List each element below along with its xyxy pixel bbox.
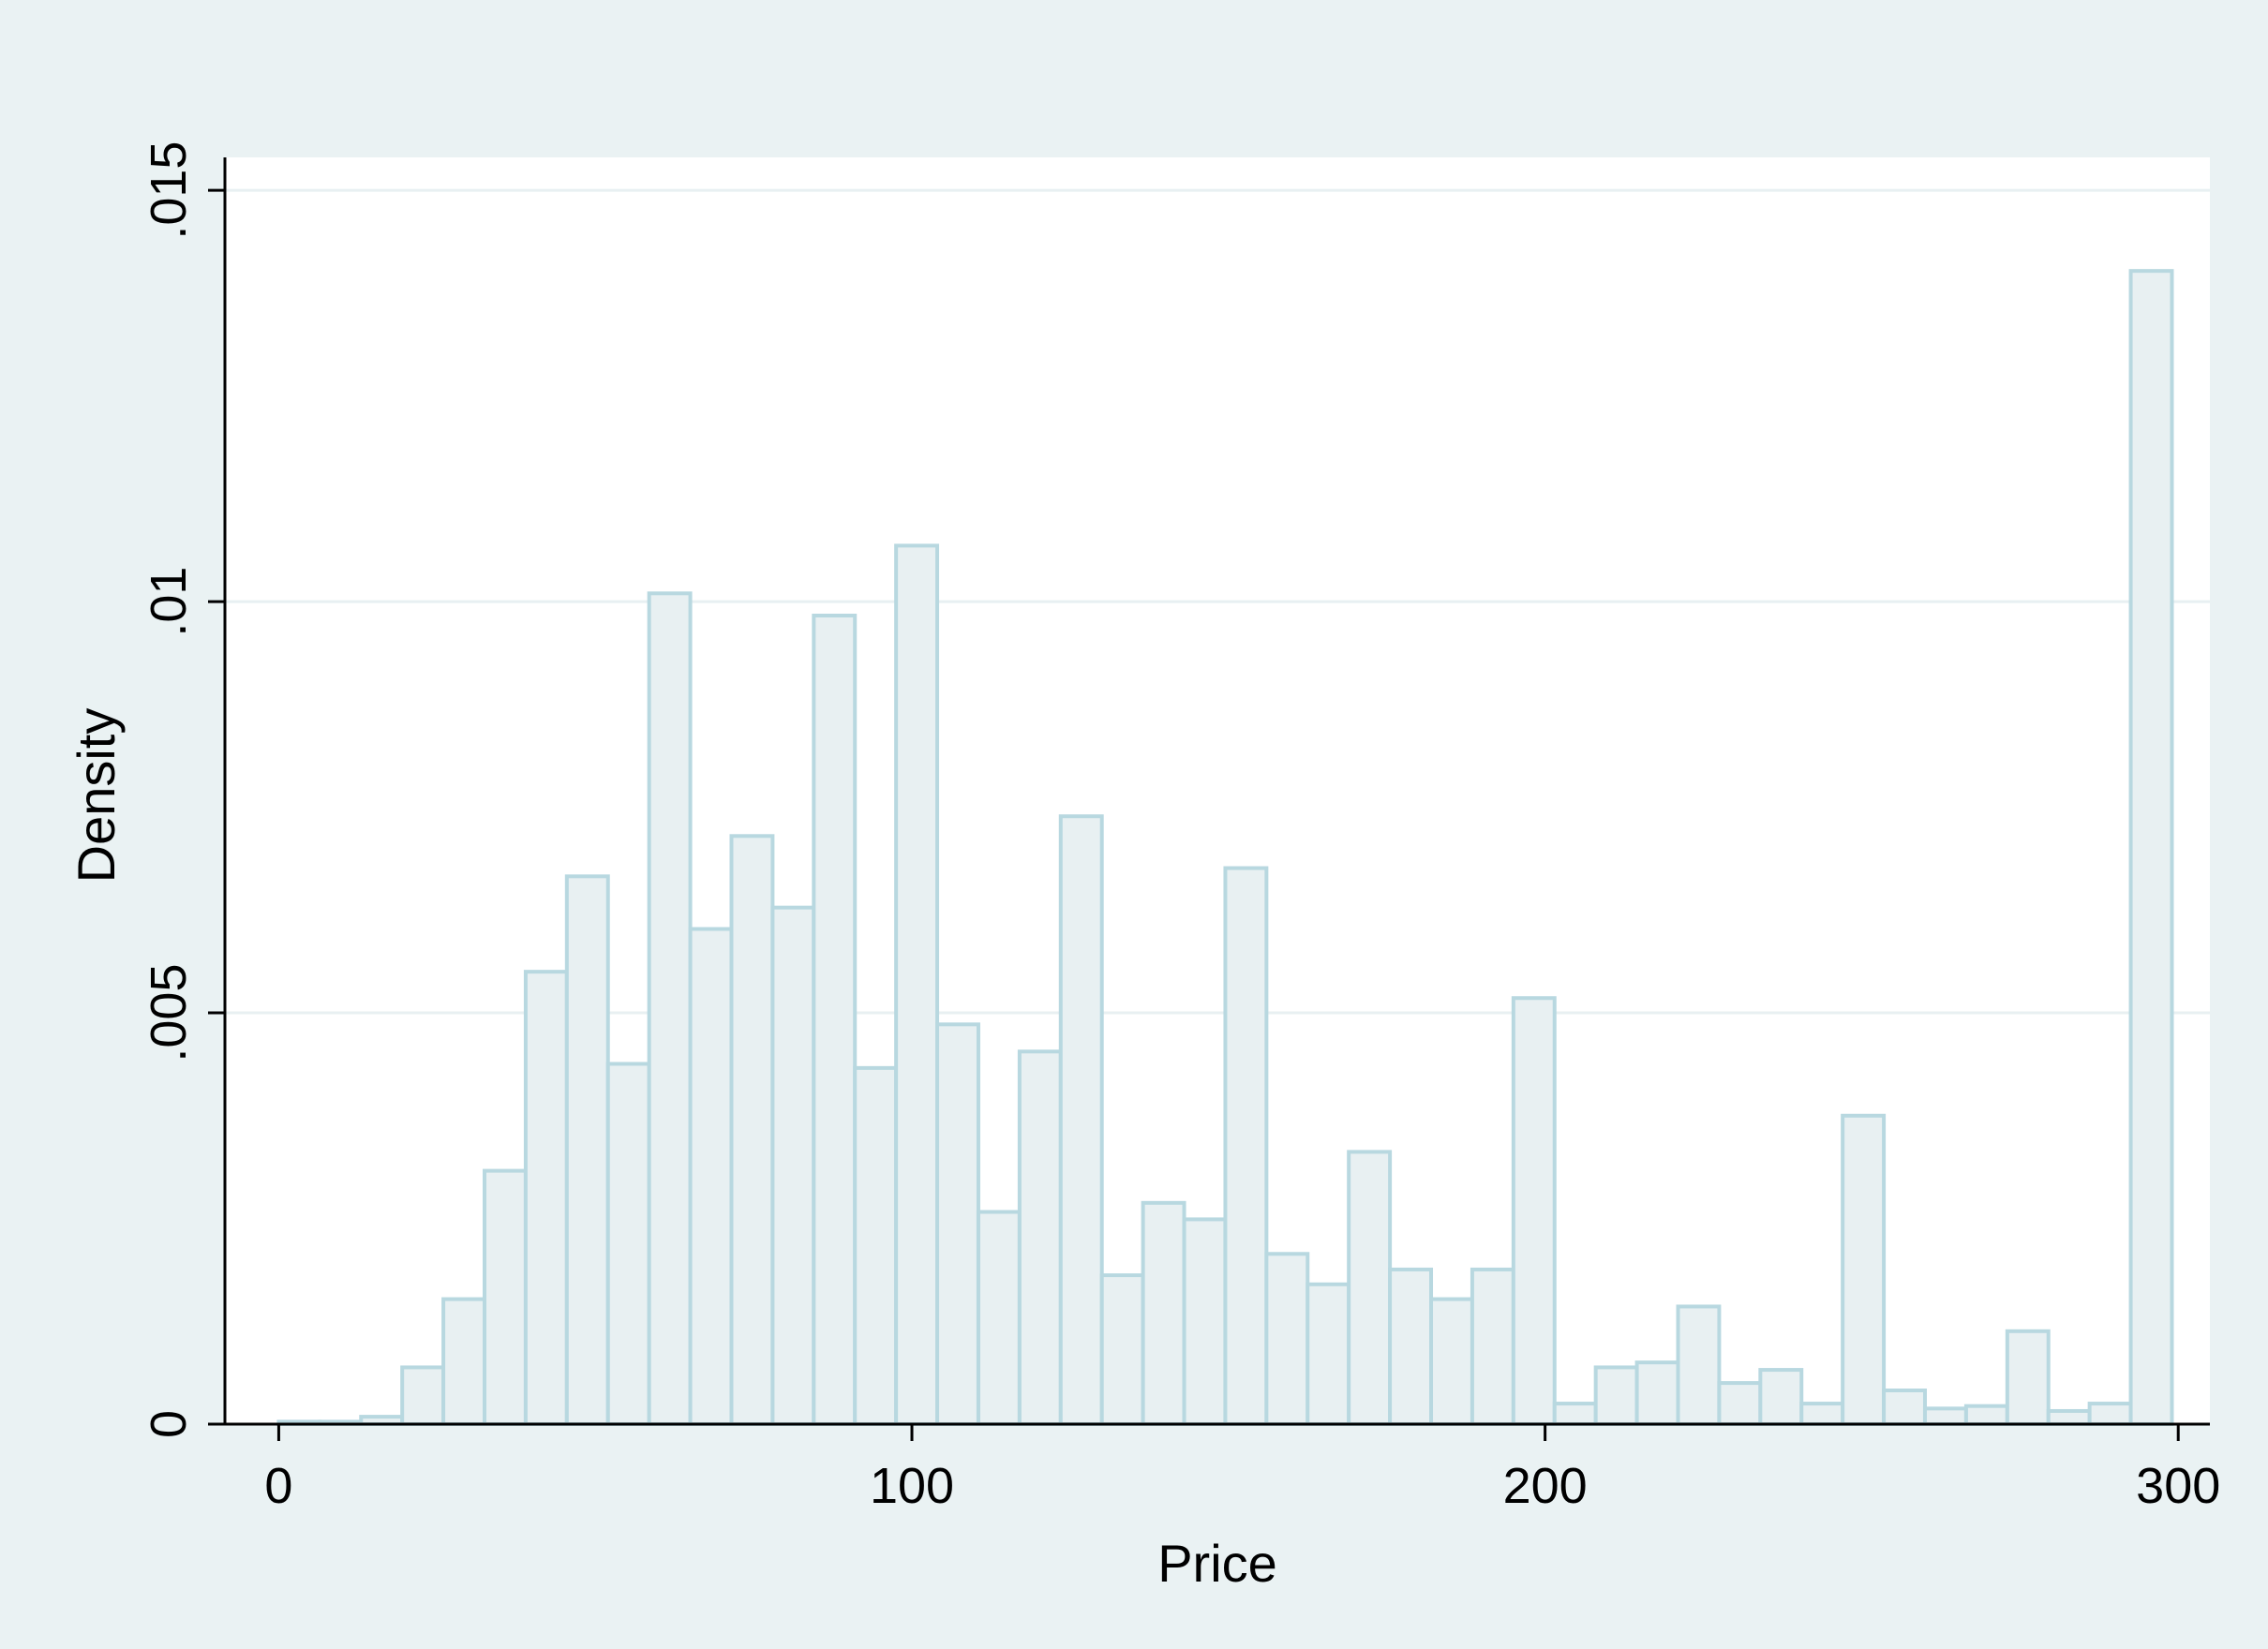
x-tick-label-3: 300 [2136,1458,2220,1514]
axes [208,157,2210,1441]
y-tick-label-1: .005 [141,963,197,1062]
bar-35 [1717,1381,1763,1426]
bar-13 [812,614,858,1426]
bar-27 [1388,1267,1434,1427]
bar-33 [1634,1360,1680,1427]
y-tick-label-3: .015 [141,141,197,240]
bar-26 [1347,1150,1393,1427]
bar-6 [523,970,569,1426]
bar-40 [1922,1406,1968,1426]
bar-7 [564,874,610,1426]
bar-32 [1593,1365,1639,1426]
y-tick-label-2: .01 [141,567,197,637]
bar-31 [1552,1402,1598,1427]
y-axis-title: Density [67,708,126,884]
bar-30 [1511,996,1557,1426]
bar-43 [2046,1408,2092,1426]
bar-3 [400,1365,446,1426]
bar-10 [688,927,734,1426]
x-tick-label-1: 100 [870,1458,954,1514]
bar-5 [482,1168,528,1426]
x-axis-title: Price [1157,1534,1277,1593]
bar-4 [441,1297,486,1426]
bar-18 [1017,1049,1063,1426]
bar-41 [1963,1404,2009,1426]
x-tick-label-0: 0 [264,1458,292,1514]
bar-12 [770,905,816,1426]
bar-8 [605,1062,651,1426]
bar-23 [1223,866,1269,1426]
bar-25 [1306,1282,1351,1427]
bar-44 [2087,1402,2133,1427]
bar-29 [1470,1267,1515,1427]
bar-24 [1264,1252,1310,1427]
bar-20 [1099,1273,1145,1426]
bar-45 [2128,269,2174,1427]
y-tick-label-0: 0 [141,1410,197,1438]
bars [276,269,2174,1427]
tick-labels: 0 100 200 300 0 .005 .01 .015 [141,141,2220,1514]
bar-37 [1799,1402,1845,1427]
bar-38 [1841,1113,1887,1426]
bar-39 [1882,1389,1927,1427]
x-tick-label-2: 200 [1503,1458,1588,1514]
bar-15 [894,543,940,1426]
bar-22 [1182,1217,1228,1427]
bar-28 [1429,1297,1474,1426]
bar-21 [1141,1200,1186,1427]
bar-17 [976,1210,1022,1426]
bar-11 [729,834,775,1426]
bar-9 [647,591,693,1426]
bar-42 [2005,1329,2051,1426]
bar-16 [935,1022,980,1426]
bar-19 [1058,814,1104,1426]
bar-14 [853,1065,899,1426]
bar-36 [1758,1368,1804,1426]
bar-34 [1676,1304,1722,1427]
